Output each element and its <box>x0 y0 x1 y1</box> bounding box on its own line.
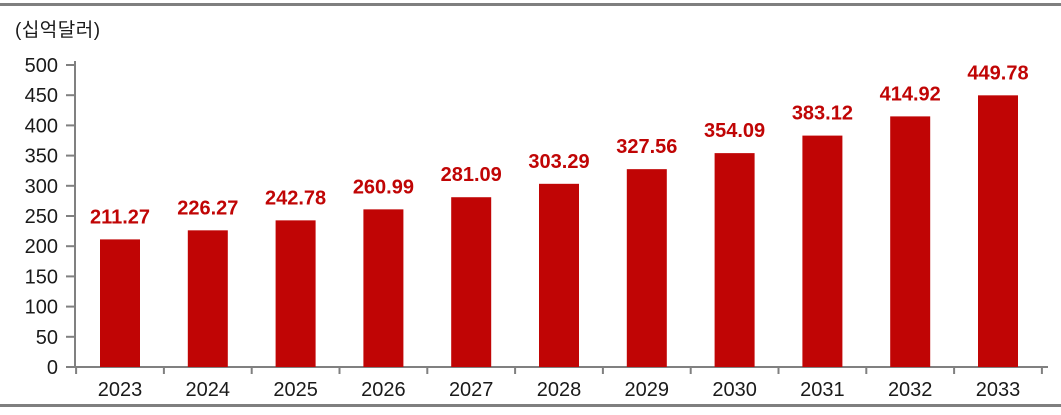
y-axis-tick-label: 350 <box>25 146 58 168</box>
x-axis-category-label: 2028 <box>537 379 582 401</box>
x-axis-category-label: 2029 <box>625 379 670 401</box>
bar-2025 <box>275 220 316 367</box>
y-axis-tick-label: 250 <box>25 206 58 228</box>
bar-value-label: 354.09 <box>704 120 765 142</box>
bar-2032 <box>890 116 931 367</box>
bar-value-label: 414.92 <box>880 83 941 105</box>
bar-2033 <box>978 95 1018 367</box>
y-axis-tick-label: 400 <box>25 115 58 137</box>
bar-value-label: 449.78 <box>967 62 1028 84</box>
x-axis-category-label: 2030 <box>712 379 757 401</box>
bar-value-label: 303.29 <box>528 151 589 173</box>
bar-2029 <box>626 169 667 367</box>
bar-value-label: 281.09 <box>441 164 502 186</box>
bar-value-label: 211.27 <box>90 206 150 228</box>
y-axis-tick-label: 0 <box>47 357 58 379</box>
bar-2024 <box>187 230 228 367</box>
y-axis-tick-label: 200 <box>25 236 58 258</box>
bar-value-label: 260.99 <box>353 176 414 198</box>
bar-value-label: 226.27 <box>177 197 238 219</box>
y-axis-tick-label: 500 <box>25 55 58 77</box>
bar-2030 <box>714 153 755 367</box>
y-axis-tick-label: 450 <box>25 85 58 107</box>
bar-2026 <box>363 209 404 367</box>
x-axis-category-label: 2026 <box>361 379 406 401</box>
x-axis-category-label: 2027 <box>449 379 494 401</box>
bottom-border-line <box>0 404 1061 407</box>
y-axis-tick-label: 50 <box>36 327 58 349</box>
y-axis-tick-label: 150 <box>25 266 58 288</box>
y-axis-tick-label: 100 <box>25 297 58 319</box>
x-axis-category-label: 2024 <box>186 379 231 401</box>
bar-value-label: 242.78 <box>265 187 326 209</box>
x-axis-category-label: 2032 <box>888 379 933 401</box>
bar-2023 <box>100 239 140 367</box>
y-axis-unit-label: (십억달러) <box>15 20 101 41</box>
x-axis-category-label: 2033 <box>976 379 1021 401</box>
bar-value-label: 383.12 <box>792 103 853 125</box>
top-border-line <box>0 3 1061 6</box>
bar-2031 <box>802 135 843 367</box>
bar-value-label: 327.56 <box>616 136 677 158</box>
x-axis-category-label: 2031 <box>800 379 845 401</box>
x-axis-category-label: 2025 <box>273 379 318 401</box>
bar-2027 <box>451 197 492 367</box>
x-axis-category-label: 2023 <box>98 379 143 401</box>
bar-2028 <box>539 183 579 367</box>
y-axis-tick-label: 300 <box>25 176 58 198</box>
